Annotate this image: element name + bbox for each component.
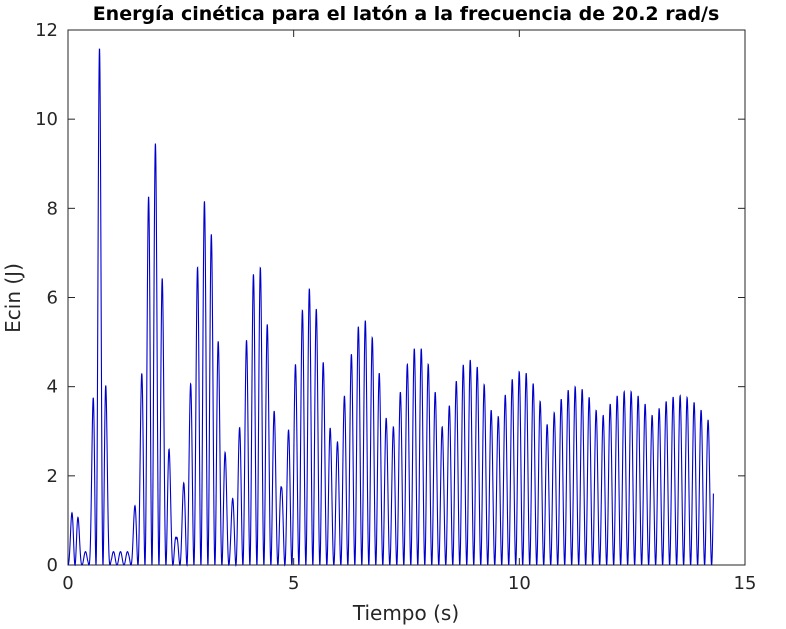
y-axis-ticks: 0 2 4 6 8 10 12 bbox=[35, 20, 745, 576]
y-tick-label: 4 bbox=[47, 377, 58, 398]
y-tick-label: 6 bbox=[47, 288, 58, 309]
series-line bbox=[67, 48, 714, 568]
x-tick-label: 0 bbox=[62, 573, 73, 594]
plot-area bbox=[67, 29, 746, 566]
y-tick-label: 12 bbox=[35, 20, 58, 41]
chart-title: Energía cinética para el latón a la frec… bbox=[93, 3, 720, 25]
y-tick-label: 8 bbox=[47, 198, 58, 219]
y-axis-label: Ecin (J) bbox=[1, 263, 25, 333]
x-tick-label: 15 bbox=[734, 573, 757, 594]
y-tick-label: 10 bbox=[35, 109, 58, 130]
x-axis-ticks: 0 5 10 15 bbox=[62, 30, 756, 594]
x-axis-label: Tiempo (s) bbox=[352, 601, 459, 625]
x-tick-label: 10 bbox=[508, 573, 531, 594]
x-tick-label: 5 bbox=[288, 573, 299, 594]
y-tick-label: 0 bbox=[47, 555, 58, 576]
y-tick-label: 2 bbox=[47, 466, 58, 487]
